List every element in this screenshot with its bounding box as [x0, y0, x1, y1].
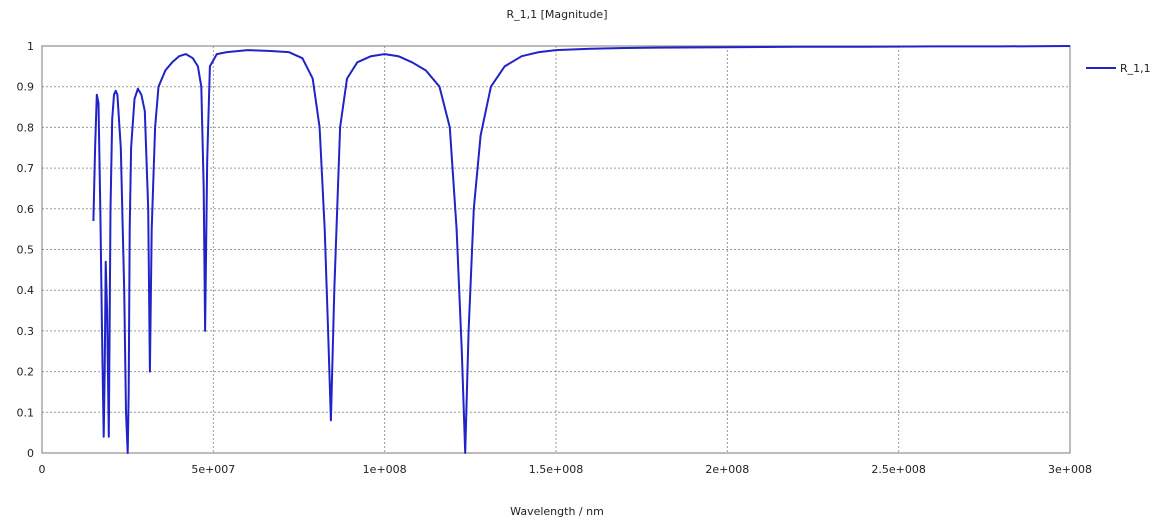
x-axis-ticks: 0 5e+007 1e+008 1.5e+008 2e+008 2.5e+008 3e+00… [39, 463, 1092, 476]
y-tick-label: 0.6 [17, 203, 35, 216]
y-tick-label: 0.8 [17, 121, 35, 134]
x-tick-label: 1e+008 [363, 463, 407, 476]
y-tick-label: 0.5 [17, 244, 35, 257]
grid-lines [42, 46, 1070, 453]
y-tick-label: 0.2 [17, 366, 35, 379]
x-tick-label: 5e+007 [191, 463, 235, 476]
y-tick-label: 0.3 [17, 325, 35, 338]
y-tick-label: 0.7 [17, 162, 35, 175]
x-tick-label: 2e+008 [705, 463, 749, 476]
y-tick-label: 0.9 [17, 81, 35, 94]
plot-frame [41, 45, 1071, 454]
legend-label: R_1,1 [1120, 62, 1151, 75]
chart-title: R_1,1 [Magnitude] [507, 8, 608, 21]
y-tick-label: 1 [27, 40, 34, 53]
y-tick-label: 0.1 [17, 406, 35, 419]
x-tick-label: 0 [39, 463, 46, 476]
y-tick-label: 0.4 [17, 284, 35, 297]
y-tick-label: 0 [27, 447, 34, 460]
series-line-r11 [92, 45, 1071, 454]
x-tick-label: 3e+008 [1048, 463, 1092, 476]
y-axis-ticks: 0 0.1 0.2 0.3 0.4 0.5 0.6 0.7 0.8 0.9 1 [17, 40, 35, 460]
x-tick-label: 2.5e+008 [871, 463, 925, 476]
x-axis-title: Wavelength / nm [510, 505, 604, 518]
x-tick-label: 1.5e+008 [529, 463, 583, 476]
legend: R_1,1 [1086, 62, 1151, 75]
